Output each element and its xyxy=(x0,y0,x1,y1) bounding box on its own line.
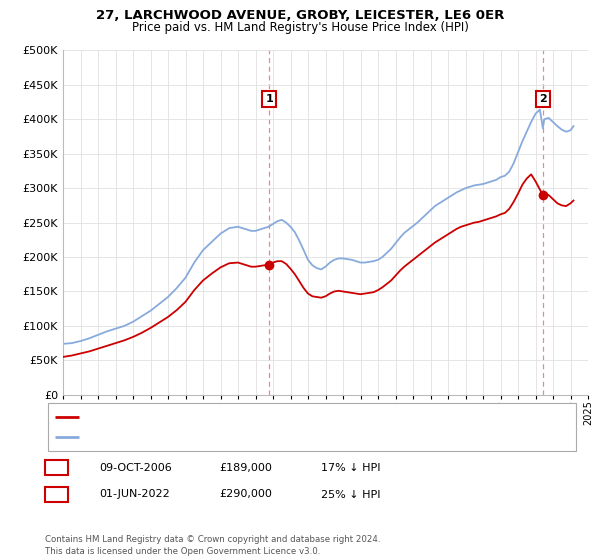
Text: 27, LARCHWOOD AVENUE, GROBY, LEICESTER, LE6 0ER: 27, LARCHWOOD AVENUE, GROBY, LEICESTER, … xyxy=(96,9,504,22)
Text: 17% ↓ HPI: 17% ↓ HPI xyxy=(321,463,380,473)
Text: 2: 2 xyxy=(539,94,547,104)
Text: £290,000: £290,000 xyxy=(219,489,272,500)
Text: Contains HM Land Registry data © Crown copyright and database right 2024.
This d: Contains HM Land Registry data © Crown c… xyxy=(45,535,380,556)
Text: 01-JUN-2022: 01-JUN-2022 xyxy=(99,489,170,500)
Text: 25% ↓ HPI: 25% ↓ HPI xyxy=(321,489,380,500)
Text: £189,000: £189,000 xyxy=(219,463,272,473)
Text: 1: 1 xyxy=(265,94,273,104)
Text: 27, LARCHWOOD AVENUE, GROBY, LEICESTER, LE6 0ER (detached house): 27, LARCHWOOD AVENUE, GROBY, LEICESTER, … xyxy=(83,412,466,422)
Text: Price paid vs. HM Land Registry's House Price Index (HPI): Price paid vs. HM Land Registry's House … xyxy=(131,21,469,34)
Text: HPI: Average price, detached house, Hinckley and Bosworth: HPI: Average price, detached house, Hinc… xyxy=(83,432,395,442)
Text: 1: 1 xyxy=(53,463,60,473)
Text: 09-OCT-2006: 09-OCT-2006 xyxy=(99,463,172,473)
Text: 2: 2 xyxy=(53,489,60,500)
